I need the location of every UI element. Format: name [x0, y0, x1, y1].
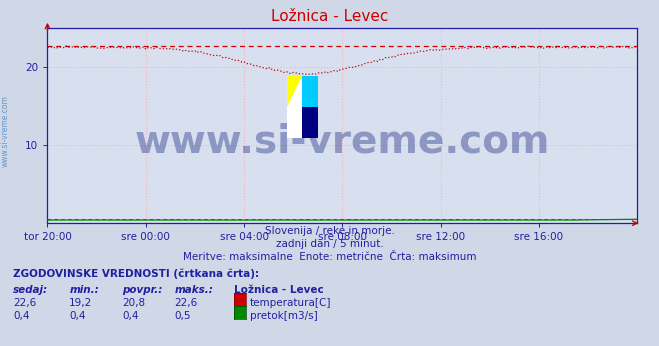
Text: Ložnica - Levec: Ložnica - Levec	[271, 9, 388, 24]
Text: 0,5: 0,5	[175, 311, 191, 321]
Text: 20,8: 20,8	[122, 298, 145, 308]
Text: maks.:: maks.:	[175, 285, 214, 295]
Text: zadnji dan / 5 minut.: zadnji dan / 5 minut.	[275, 239, 384, 249]
Text: temperatura[C]: temperatura[C]	[250, 298, 331, 308]
Polygon shape	[287, 76, 302, 138]
Text: 0,4: 0,4	[69, 311, 86, 321]
Polygon shape	[287, 76, 302, 107]
Text: 22,6: 22,6	[175, 298, 198, 308]
Text: pretok[m3/s]: pretok[m3/s]	[250, 311, 318, 321]
Text: sedaj:: sedaj:	[13, 285, 48, 295]
Text: ZGODOVINSKE VREDNOSTI (črtkana črta):: ZGODOVINSKE VREDNOSTI (črtkana črta):	[13, 268, 259, 279]
Text: povpr.:: povpr.:	[122, 285, 162, 295]
Text: www.si-vreme.com: www.si-vreme.com	[134, 122, 550, 160]
Polygon shape	[302, 76, 318, 107]
Text: Meritve: maksimalne  Enote: metrične  Črta: maksimum: Meritve: maksimalne Enote: metrične Črta…	[183, 252, 476, 262]
Text: Slovenija / reke in morje.: Slovenija / reke in morje.	[264, 226, 395, 236]
Text: 22,6: 22,6	[13, 298, 36, 308]
Text: 0,4: 0,4	[122, 311, 138, 321]
Text: Ložnica - Levec: Ložnica - Levec	[234, 285, 324, 295]
Text: 0,4: 0,4	[13, 311, 30, 321]
Text: www.si-vreme.com: www.si-vreme.com	[1, 95, 10, 167]
Text: 19,2: 19,2	[69, 298, 92, 308]
Polygon shape	[302, 107, 318, 138]
Text: min.:: min.:	[69, 285, 99, 295]
